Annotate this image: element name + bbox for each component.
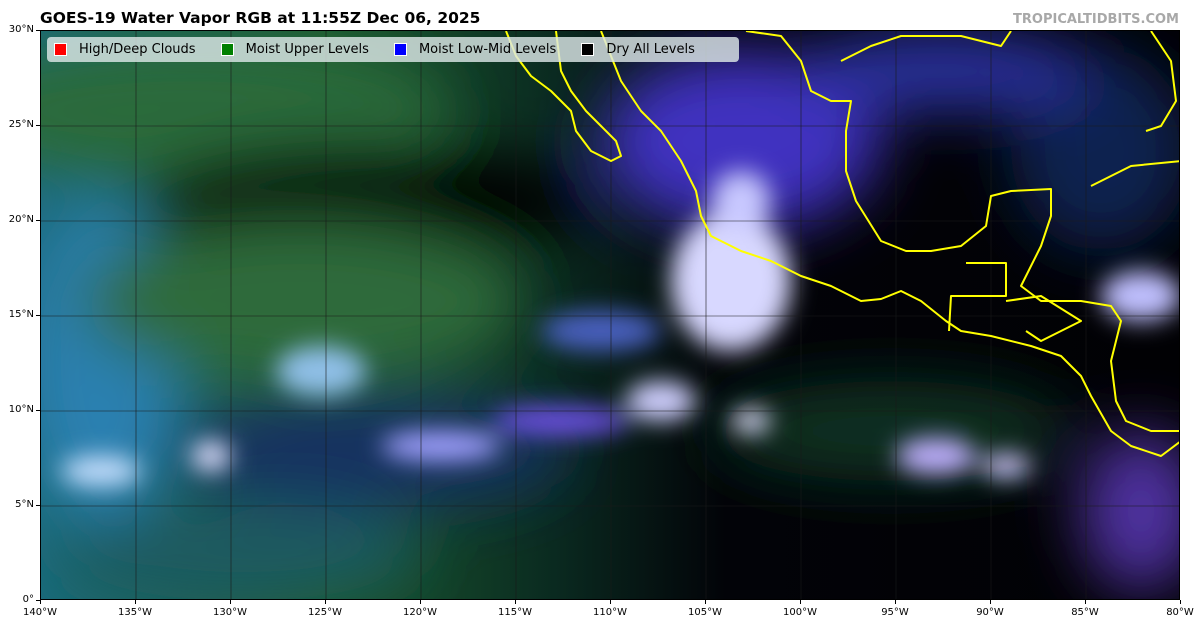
x-tick-label: 90°W	[976, 607, 1004, 618]
x-tick-label: 105°W	[688, 607, 722, 618]
y-tick-mark	[36, 315, 40, 316]
y-tick-mark	[36, 410, 40, 411]
red-swatch-icon	[54, 43, 67, 56]
credit-watermark: TROPICALTIDBITS.COM	[1013, 12, 1179, 27]
y-tick-label: 0°	[22, 594, 34, 605]
y-tick-mark	[36, 505, 40, 506]
satellite-imagery	[41, 31, 1179, 599]
coastlines	[505, 31, 1179, 457]
legend-label: Dry All Levels	[606, 42, 695, 57]
x-tick-mark	[230, 600, 231, 604]
x-tick-label: 140°W	[23, 607, 57, 618]
satellite-map[interactable]	[40, 30, 1180, 600]
legend-item-moist-low-mid: Moist Low-Mid Levels	[393, 42, 557, 57]
y-tick-mark	[36, 600, 40, 601]
legend-item-dry: Dry All Levels	[581, 42, 695, 57]
x-tick-label: 85°W	[1071, 607, 1099, 618]
x-tick-mark	[1180, 600, 1181, 604]
x-tick-mark	[990, 600, 991, 604]
y-tick-label: 25°N	[8, 119, 34, 130]
x-tick-label: 115°W	[498, 607, 532, 618]
y-tick-mark	[36, 125, 40, 126]
y-tick-label: 30°N	[8, 24, 34, 35]
legend-item-moist-upper: Moist Upper Levels	[220, 42, 369, 57]
x-tick-label: 135°W	[118, 607, 152, 618]
x-tick-mark	[325, 600, 326, 604]
legend-label: High/Deep Clouds	[79, 42, 196, 57]
y-tick-label: 10°N	[8, 404, 34, 415]
x-tick-mark	[705, 600, 706, 604]
x-tick-label: 120°W	[403, 607, 437, 618]
x-tick-mark	[515, 600, 516, 604]
y-tick-mark	[36, 220, 40, 221]
x-tick-label: 125°W	[308, 607, 342, 618]
x-tick-label: 80°W	[1166, 607, 1194, 618]
y-tick-label: 5°N	[15, 499, 34, 510]
x-tick-mark	[800, 600, 801, 604]
green-swatch-icon	[220, 43, 234, 56]
x-tick-mark	[135, 600, 136, 604]
y-tick-mark	[36, 30, 40, 31]
legend-label: Moist Low-Mid Levels	[418, 42, 557, 57]
y-tick-label: 15°N	[8, 309, 34, 320]
x-tick-mark	[895, 600, 896, 604]
x-tick-mark	[420, 600, 421, 604]
x-tick-label: 130°W	[213, 607, 247, 618]
x-tick-label: 100°W	[783, 607, 817, 618]
x-tick-mark	[40, 600, 41, 604]
x-tick-label: 95°W	[881, 607, 909, 618]
black-swatch-icon	[581, 43, 595, 56]
gridlines	[41, 31, 1179, 599]
legend: High/Deep Clouds Moist Upper Levels Mois…	[47, 37, 739, 62]
x-tick-mark	[1085, 600, 1086, 604]
blue-swatch-icon	[393, 43, 407, 56]
legend-label: Moist Upper Levels	[245, 42, 369, 57]
x-tick-mark	[610, 600, 611, 604]
map-title: GOES-19 Water Vapor RGB at 11:55Z Dec 06…	[40, 9, 481, 27]
x-tick-label: 110°W	[593, 607, 627, 618]
legend-item-high-deep-clouds: High/Deep Clouds	[54, 42, 196, 57]
y-tick-label: 20°N	[8, 214, 34, 225]
